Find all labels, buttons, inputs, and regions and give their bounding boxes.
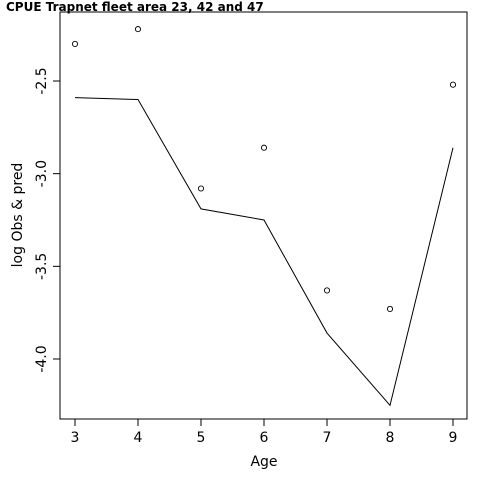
x-tick-label: 3 — [71, 430, 80, 446]
series-layer — [71, 26, 457, 407]
y-tick-label: -4.0 — [34, 345, 50, 372]
y-tick-label: -2.5 — [34, 67, 50, 94]
observed-point — [134, 26, 142, 33]
predicted-line — [74, 97, 454, 407]
x-tick-label: 4 — [134, 430, 143, 446]
y-axis: -2.5 -3.0 -3.5 -4.0 — [34, 67, 60, 373]
x-tick-label: 7 — [323, 430, 332, 446]
observed-point — [260, 144, 268, 151]
observed-point — [197, 185, 205, 192]
chart-title: CPUE Trapnet fleet area 23, 42 and 47 — [6, 0, 264, 14]
observed-point — [323, 287, 331, 294]
x-tick-label: 9 — [449, 430, 458, 446]
observed-point — [386, 305, 394, 313]
x-axis: 3 4 5 6 7 8 9 — [71, 419, 458, 446]
x-tick-label: 5 — [197, 430, 206, 446]
observed-point — [449, 81, 457, 88]
x-tick-label: 8 — [386, 430, 395, 446]
x-axis-label: Age — [250, 454, 277, 470]
observed-point — [71, 40, 79, 47]
x-tick-label: 6 — [260, 430, 269, 446]
plot-frame — [59, 11, 468, 420]
y-tick-label: -3.0 — [34, 160, 50, 187]
y-axis-label: log Obs & pred — [10, 163, 26, 268]
y-tick-label: -3.5 — [34, 253, 50, 280]
